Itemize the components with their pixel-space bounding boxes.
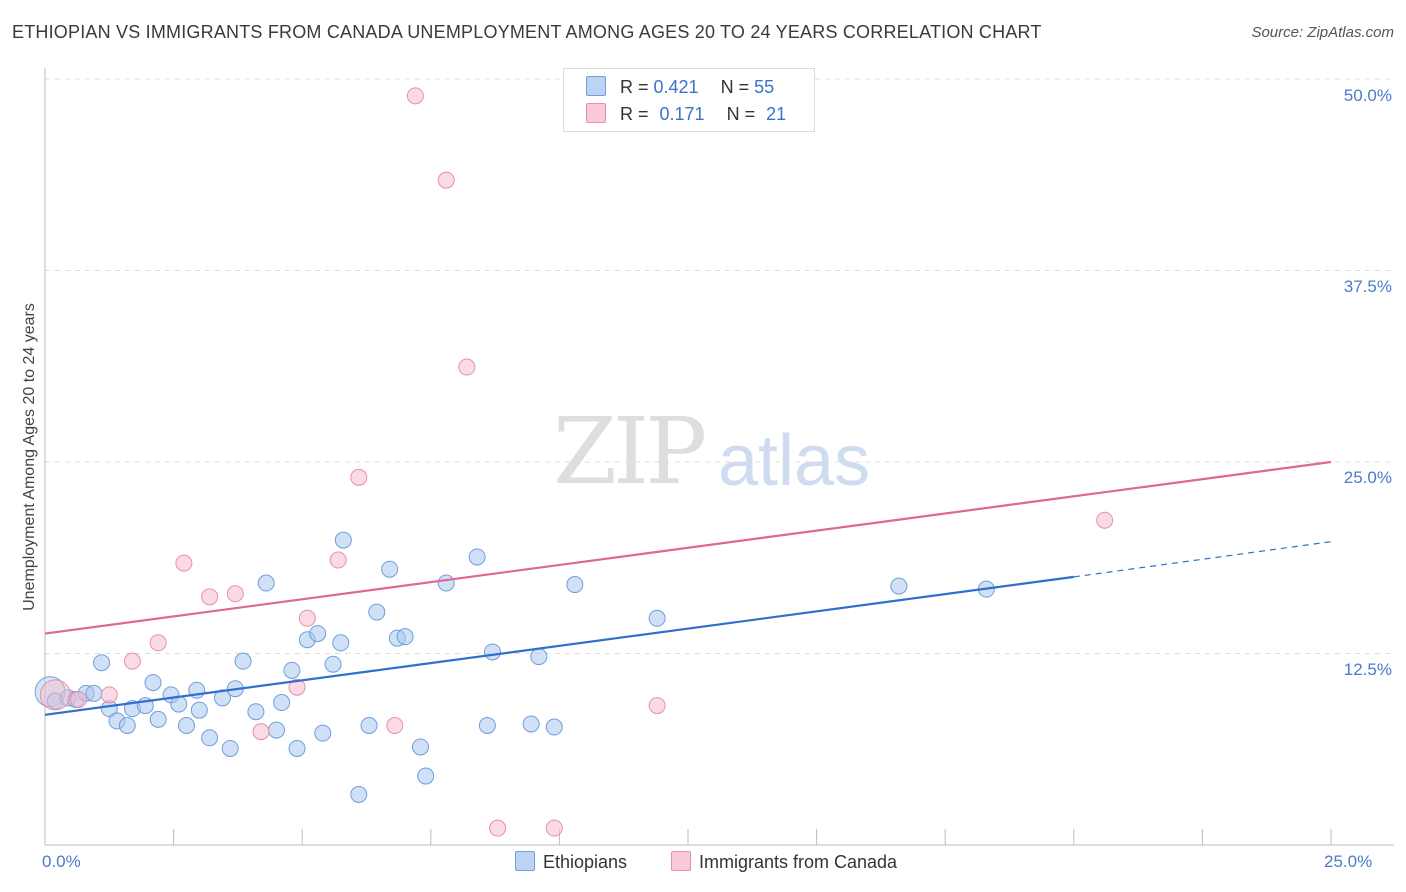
legend-r-label: R =: [620, 104, 654, 124]
ethiopians-point: [288, 739, 306, 757]
ethiopians-point: [381, 560, 399, 578]
canada-point: [437, 171, 455, 189]
canada-point: [100, 686, 118, 704]
bottom-legend-canada: Immigrants from Canada: [671, 851, 897, 873]
ethiopians-point: [360, 717, 378, 735]
ethiopians-point: [334, 531, 352, 549]
ethiopians-point: [417, 767, 435, 785]
ethiopians-legend-icon: [515, 851, 535, 871]
y-tick-label-25: 25.0%: [1343, 468, 1392, 487]
ethiopians-point: [201, 729, 219, 747]
watermark-atlas: atlas: [718, 421, 871, 501]
canada-point: [123, 652, 141, 670]
canada-point: [288, 678, 306, 696]
ethiopians-point: [566, 576, 584, 594]
ethiopians-point: [118, 717, 136, 735]
ethiopians-point: [247, 703, 265, 721]
bottom-legend-canada-label: Immigrants from Canada: [699, 852, 898, 872]
ethiopians-point: [368, 603, 386, 621]
legend-n-label: N =: [726, 104, 761, 124]
ethiopians-point: [221, 739, 239, 757]
canada-point: [39, 679, 71, 711]
ethiopians-swatch-icon: [586, 76, 606, 96]
ethiopians-trend-extension: [1073, 541, 1332, 578]
legend-row-ethiopians: R = 0.421 N = 55: [586, 76, 774, 100]
ethiopians-point: [478, 717, 496, 735]
ethiopians-point: [332, 634, 350, 652]
canada-point: [201, 588, 219, 606]
ethiopians-point: [309, 625, 327, 643]
ethiopians-point: [257, 574, 275, 592]
y-tick-label-12-5: 12.5%: [1343, 660, 1392, 679]
canada-trend-line: [44, 460, 1332, 635]
ethiopians-point: [396, 628, 414, 646]
ethiopians-point: [283, 661, 301, 679]
canada-point: [149, 634, 167, 652]
ethiopians-point: [149, 710, 167, 728]
y-tick-label-50: 50.0%: [1343, 86, 1392, 105]
canada-point: [406, 87, 424, 105]
ethiopians-point: [468, 548, 486, 566]
ethiopians-point: [314, 724, 332, 742]
canada-point: [226, 585, 244, 603]
x-tick-label-max: 25.0%: [1324, 852, 1373, 871]
legend-row-canada: R = 0.171 N = 21: [586, 103, 786, 127]
ethiopians-point: [484, 643, 502, 661]
canada-point: [648, 697, 666, 715]
ethiopians-point: [545, 718, 563, 736]
watermark-zip: ZIP: [553, 398, 707, 505]
canada-point: [350, 468, 368, 486]
ethiopians-point: [648, 609, 666, 627]
ethiopians-point: [412, 738, 430, 756]
chart-title: ETHIOPIAN VS IMMIGRANTS FROM CANADA UNEM…: [12, 22, 1042, 42]
x-tick-label-min: 0.0%: [42, 852, 81, 871]
ethiopians-point: [190, 701, 208, 719]
ethiopians-point: [530, 648, 548, 666]
ethiopians-point: [144, 674, 162, 692]
ethiopians-point: [350, 785, 368, 803]
legend-r-value: 0.421: [653, 77, 699, 97]
canada-point: [458, 358, 476, 376]
legend-n-value: 21: [766, 104, 787, 124]
bottom-legend-ethiopians-label: Ethiopians: [543, 852, 628, 872]
legend-r-value: 0.171: [659, 104, 705, 124]
ethiopians-point: [85, 684, 103, 702]
legend-n-label: N =: [720, 77, 755, 97]
legend-r-label: R =: [620, 77, 654, 97]
canada-point: [252, 723, 270, 741]
canada-point: [175, 554, 193, 572]
ethiopians-point: [234, 652, 252, 670]
canada-legend-icon: [671, 851, 691, 871]
ethiopians-point: [522, 715, 540, 733]
canada-point: [545, 819, 563, 837]
canada-point: [489, 819, 507, 837]
ethiopians-point: [890, 577, 908, 595]
ethiopians-point: [267, 721, 285, 739]
legend-n-value: 55: [754, 77, 775, 97]
canada-swatch-icon: [586, 103, 606, 123]
ethiopians-point: [437, 574, 455, 592]
canada-point: [298, 609, 316, 627]
canada-point: [69, 690, 87, 708]
y-tick-label-37-5: 37.5%: [1343, 277, 1392, 296]
canada-point: [1096, 511, 1114, 529]
source-credit: Source: ZipAtlas.com: [1251, 24, 1394, 41]
ethiopians-point: [177, 717, 195, 735]
ethiopians-point: [93, 654, 111, 672]
stats-legend: R = 0.421 N = 55 R = 0.171 N = 21: [563, 68, 815, 132]
ethiopians-point: [273, 694, 291, 712]
ethiopians-trend-line: [44, 575, 1074, 716]
ethiopians-point: [324, 655, 342, 673]
bottom-legend-ethiopians: Ethiopians: [515, 851, 627, 873]
canada-point: [386, 717, 404, 735]
y-axis-label: Unemployment Among Ages 20 to 24 years: [21, 303, 38, 611]
canada-point: [329, 551, 347, 569]
